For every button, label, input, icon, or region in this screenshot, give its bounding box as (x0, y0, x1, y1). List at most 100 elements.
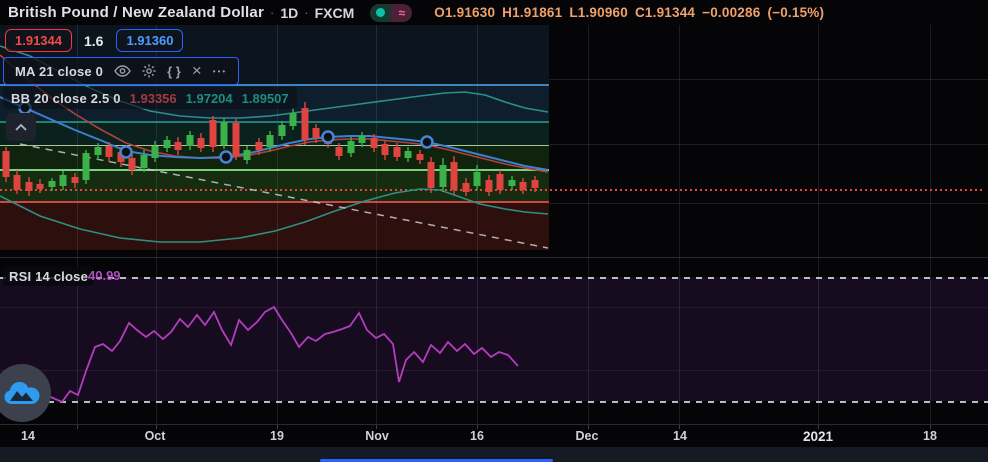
candle-body (450, 162, 458, 190)
rsi-value: 40.99 (88, 268, 121, 283)
symbol-title[interactable]: British Pound / New Zealand Dollar (8, 4, 264, 21)
candle-body (289, 113, 297, 126)
level-line (0, 201, 549, 203)
remove-indicator-icon[interactable]: × (191, 61, 202, 80)
time-axis[interactable]: 14 Oct 19 Nov 16 Dec 14 2021 18 (0, 424, 988, 447)
separator-dot: · (304, 5, 309, 20)
candle-body (358, 136, 366, 143)
candle-body (243, 150, 251, 160)
time-axis-label: Dec (575, 429, 599, 443)
axis-tick (679, 424, 680, 429)
chevron-up-icon (15, 123, 27, 131)
vertical-gridline (376, 25, 377, 424)
ohlc-readout: O1.91630 H1.91861 L1.90960 C1.91344 −0.00286… (434, 5, 831, 20)
axis-tick (477, 424, 478, 429)
axis-tick (277, 424, 278, 429)
realtime-status-pill[interactable] (370, 3, 392, 22)
gear-icon[interactable] (142, 64, 156, 78)
axis-tick (818, 424, 819, 429)
candle-body (82, 153, 90, 180)
ma-cross-marker (321, 130, 335, 144)
vertical-gridline (679, 25, 680, 424)
delayed-data-pill[interactable]: ≈ (391, 3, 413, 22)
axis-tick (930, 424, 931, 429)
candle-body (197, 138, 205, 148)
candle-body (186, 135, 194, 146)
ma-indicator-row[interactable]: MA 21 close 0 { } × ••• (3, 57, 240, 85)
ma-indicator-label[interactable]: MA 21 close 0 (15, 63, 104, 79)
exchange-label[interactable]: FXCM (314, 4, 355, 21)
candle-body (128, 158, 136, 170)
bottom-toolbar-strip (0, 447, 988, 462)
change-value: −0.00286 (702, 5, 761, 20)
pane-separator[interactable] (0, 257, 988, 258)
candle-body (232, 123, 240, 156)
axis-separator (0, 424, 988, 425)
spread-value: 1.6 (84, 32, 104, 49)
interval-label[interactable]: 1D (280, 4, 299, 21)
candle-body (462, 183, 470, 192)
bb-basis-line (0, 54, 549, 173)
sell-price-badge[interactable]: 1.91344 (5, 29, 72, 52)
rsi-indicator-label[interactable]: RSI 14 close (9, 268, 88, 284)
rsi-indicator-row[interactable]: RSI 14 close (3, 266, 94, 286)
change-percent: (−0.15%) (767, 5, 825, 20)
separator-dot: · (270, 5, 275, 20)
bb-indicator-label[interactable]: BB 20 close 2.5 0 (11, 90, 121, 106)
loading-progress-bar (320, 459, 553, 462)
bb-indicator-row[interactable]: BB 20 close 2.5 0 1.93356 1.97204 1.8950… (3, 87, 297, 109)
bb-basis-value: 1.93356 (129, 90, 177, 106)
price-badges-row: 1.91344 1.6 1.91360 (5, 29, 184, 52)
market-status-pills[interactable]: ≈ (370, 3, 413, 22)
candle-body (335, 147, 343, 156)
candle-body (427, 162, 435, 188)
vertical-gridline (930, 25, 931, 424)
source-code-icon[interactable]: { } (167, 63, 181, 79)
candle-body (59, 175, 67, 186)
time-axis-label: Nov (365, 429, 389, 443)
mountain-cloud-icon (4, 382, 40, 404)
symbol-header: British Pound / New Zealand Dollar · 1D … (0, 0, 988, 25)
candle-body (301, 108, 309, 140)
rsi-band (0, 277, 988, 401)
eye-icon[interactable] (114, 65, 131, 77)
axis-tick (156, 424, 157, 429)
bb-upper-value: 1.97204 (185, 90, 233, 106)
candle-body (151, 146, 159, 158)
data-connected-icon (376, 8, 386, 17)
collapse-indicators-button[interactable] (6, 113, 36, 141)
vertical-gridline (818, 25, 819, 424)
candle-body (416, 154, 424, 160)
high-value: H1.91861 (502, 5, 563, 20)
candle-body (473, 172, 481, 186)
candle-body (404, 151, 412, 158)
candle-body (439, 165, 447, 187)
time-axis-label: 14 (21, 429, 35, 443)
candle-body (2, 151, 10, 177)
close-value: C1.91344 (634, 5, 696, 20)
candle-body (370, 138, 378, 148)
axis-tick (376, 424, 377, 429)
ma-cross-marker (420, 135, 434, 149)
time-axis-label: 2021 (802, 429, 834, 444)
ma-line (0, 96, 549, 171)
more-options-icon[interactable]: ••• (212, 66, 228, 76)
vertical-gridline (77, 25, 78, 424)
candle-body (531, 180, 539, 188)
candle-body (174, 142, 182, 150)
candle-body (485, 180, 493, 192)
candle-body (278, 125, 286, 136)
candle-body (209, 120, 217, 147)
level-line (0, 169, 549, 171)
candle-body (347, 141, 355, 153)
candle-body (220, 122, 228, 145)
bb-lower-band (0, 188, 549, 243)
broker-logo (0, 364, 51, 422)
buy-price-badge[interactable]: 1.91360 (116, 29, 184, 52)
price-zone (0, 202, 549, 250)
candle-body (255, 142, 263, 150)
low-value: L1.90960 (569, 5, 628, 20)
axis-tick (588, 424, 589, 429)
